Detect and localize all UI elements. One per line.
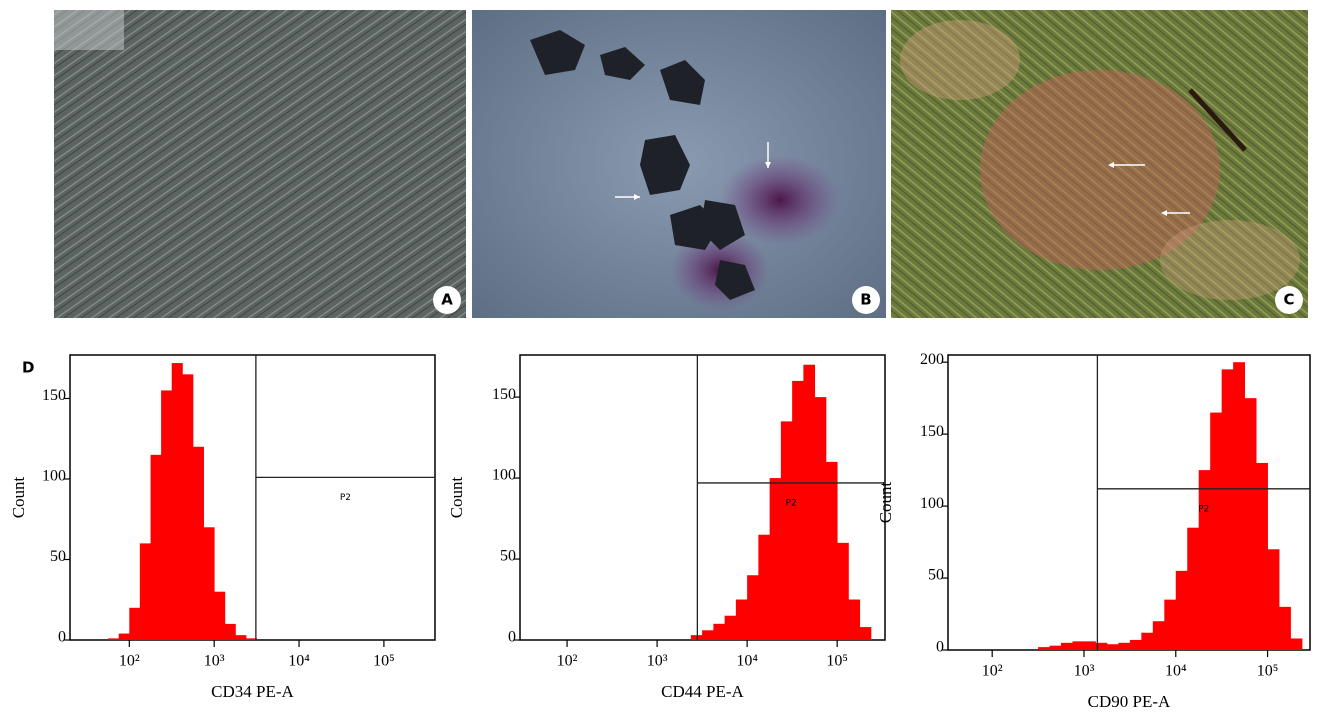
histogram-bar bbox=[758, 534, 771, 640]
y-tick-label: 0 bbox=[508, 629, 516, 646]
histogram-bar bbox=[192, 446, 204, 640]
histogram-bar bbox=[690, 635, 703, 640]
histogram-bar bbox=[245, 638, 258, 640]
y-axis-label: Count bbox=[876, 481, 895, 523]
y-tick-label: 100 bbox=[920, 495, 944, 512]
histogram-bar bbox=[1175, 570, 1188, 650]
y-tick-label: 200 bbox=[920, 351, 944, 368]
histogram-bar bbox=[837, 542, 849, 640]
histogram-bar bbox=[713, 623, 726, 640]
histogram-bar bbox=[792, 380, 804, 640]
y-tick-label: 150 bbox=[920, 423, 944, 440]
histogram-bar bbox=[1061, 642, 1073, 650]
histogram-bar bbox=[161, 390, 173, 640]
histogram-bar bbox=[702, 630, 714, 640]
histogram-bar bbox=[859, 627, 872, 640]
x-axis-label: CD44 PE-A bbox=[661, 682, 744, 701]
histogram-bar bbox=[1152, 621, 1165, 650]
x-axis-label: CD90 PE-A bbox=[1088, 692, 1171, 711]
histogram-bar bbox=[735, 599, 748, 640]
histogram-bar bbox=[747, 575, 759, 640]
histogram-chart: 10² 10³ 10⁴ 10⁵ 0 50 100 150 P2 CD44 PE-A Count bbox=[447, 354, 886, 701]
histogram-bar bbox=[139, 543, 151, 640]
histogram-bar bbox=[171, 363, 183, 640]
histogram-bar bbox=[780, 421, 793, 640]
histogram-bar bbox=[108, 638, 120, 640]
histogram-bar bbox=[1106, 644, 1119, 650]
micrograph-b: B bbox=[472, 10, 886, 318]
histogram-bar bbox=[235, 635, 247, 640]
y-tick-label: 50 bbox=[928, 567, 944, 584]
histogram-bar bbox=[214, 591, 226, 640]
histogram-bar bbox=[803, 364, 816, 640]
histogram-bar bbox=[1072, 641, 1085, 650]
histogram-bar bbox=[1049, 645, 1062, 650]
histogram-bar bbox=[224, 623, 236, 640]
histogram-bar bbox=[1233, 362, 1246, 650]
histogram-bar bbox=[1187, 527, 1200, 650]
y-tick-label: 50 bbox=[500, 548, 516, 565]
histogram-bar bbox=[1083, 641, 1096, 650]
histogram-bar bbox=[1164, 599, 1177, 650]
histogram-bar bbox=[1141, 632, 1154, 650]
panel-label: B bbox=[860, 291, 871, 309]
x-tick-label: 10⁴ bbox=[736, 653, 758, 670]
y-tick-label: 0 bbox=[936, 639, 944, 656]
x-tick-label: 10⁴ bbox=[288, 653, 310, 670]
histogram-bar bbox=[203, 527, 215, 640]
gate-label: P2 bbox=[340, 493, 351, 503]
plot-frame bbox=[69, 354, 436, 641]
histogram-chart: 10² 10³ 10⁴ 10⁵ 0 50 100 150 200 P2 CD90 PE-A Count bbox=[876, 351, 1311, 711]
histogram-bar bbox=[1210, 412, 1223, 650]
gate-label: P2 bbox=[1198, 504, 1209, 514]
histogram-bar bbox=[1221, 369, 1234, 650]
y-tick-label: 100 bbox=[42, 468, 66, 485]
histogram-bar bbox=[724, 615, 737, 640]
y-tick-label: 100 bbox=[492, 467, 516, 484]
x-tick-label: 10⁵ bbox=[1257, 663, 1279, 680]
micrograph-c: C bbox=[891, 10, 1308, 318]
x-tick-label: 10² bbox=[119, 653, 140, 670]
y-tick-label: 150 bbox=[42, 387, 66, 404]
histogram-bar bbox=[1095, 642, 1108, 650]
histogram-bar bbox=[769, 478, 782, 640]
panel-label: D bbox=[22, 359, 34, 377]
y-axis-label: Count bbox=[9, 476, 28, 518]
histogram-bar bbox=[118, 633, 130, 640]
histogram-bar bbox=[814, 397, 827, 640]
x-tick-label: 10² bbox=[982, 663, 1003, 680]
histogram-bar bbox=[1256, 462, 1268, 650]
histogram-bar bbox=[1038, 647, 1050, 650]
histogram-bar bbox=[1244, 398, 1257, 650]
panel-label: C bbox=[1283, 291, 1294, 309]
x-tick-label: 10⁴ bbox=[1165, 663, 1187, 680]
histogram-bar bbox=[129, 607, 141, 640]
histogram-bar bbox=[1198, 470, 1211, 650]
x-axis-label: CD34 PE-A bbox=[211, 682, 294, 701]
histogram-bar bbox=[1267, 549, 1280, 650]
histogram-bar bbox=[1118, 642, 1131, 650]
y-tick-label: 0 bbox=[58, 629, 66, 646]
x-tick-label: 10⁵ bbox=[826, 653, 848, 670]
x-tick-label: 10³ bbox=[647, 653, 668, 670]
micrograph-a: A bbox=[54, 10, 466, 318]
y-tick-label: 150 bbox=[492, 386, 516, 403]
histogram-bar bbox=[182, 374, 194, 640]
x-tick-label: 10² bbox=[557, 653, 578, 670]
histogram-bar bbox=[1129, 639, 1142, 650]
gate-label: P2 bbox=[786, 498, 797, 508]
x-tick-label: 10³ bbox=[204, 653, 225, 670]
histogram-bar bbox=[1290, 638, 1303, 650]
histogram-bar bbox=[848, 599, 861, 640]
y-tick-label: 50 bbox=[50, 548, 66, 565]
histogram-bar bbox=[150, 454, 162, 640]
x-tick-label: 10³ bbox=[1074, 663, 1095, 680]
x-tick-label: 10⁵ bbox=[373, 653, 395, 670]
y-axis-label: Count bbox=[447, 476, 466, 518]
histogram-chart: 10² 10³ 10⁴ 10⁵ 0 50 100 150 P2 CD34 PE-A Count bbox=[9, 354, 436, 701]
panel-label: A bbox=[441, 291, 453, 309]
histogram-bar bbox=[1279, 606, 1291, 650]
histogram-bar bbox=[825, 461, 838, 640]
